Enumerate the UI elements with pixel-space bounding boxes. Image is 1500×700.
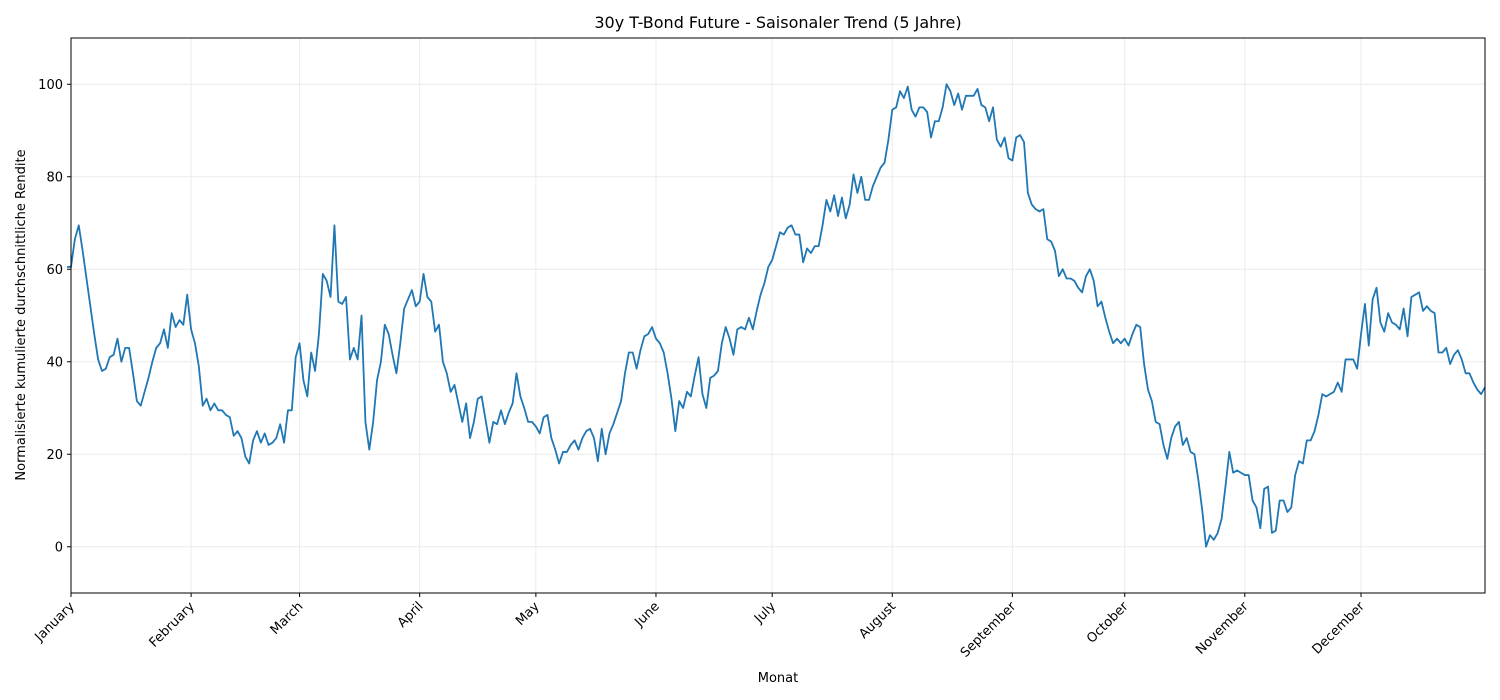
x-tick-label: May [513, 599, 543, 629]
y-tick-label: 20 [46, 448, 63, 463]
plot-frame [70, 37, 1486, 594]
x-tick-label: April [395, 599, 427, 631]
y-tick-label: 40 [46, 355, 63, 370]
plot-area [67, 83, 1486, 548]
x-tick-label: December [1310, 599, 1369, 658]
x-tick-label: February [147, 599, 199, 651]
x-tick-label: January [32, 599, 78, 645]
grid [70, 38, 1485, 593]
y-tick-label: 60 [46, 263, 63, 278]
series-line [67, 83, 1486, 548]
y-tick-label: 100 [38, 78, 63, 93]
x-tick-label: October [1084, 599, 1132, 647]
x-tick-label: August [856, 599, 899, 642]
x-tick-label: March [268, 599, 307, 638]
x-tick-label: November [1193, 599, 1252, 658]
chart-title: 30y T-Bond Future - Saisonaler Trend (5 … [594, 13, 961, 32]
y-tick-label: 0 [55, 540, 63, 555]
y-axis: 0 20 40 60 80 100 [38, 78, 71, 555]
x-axis-label: Monat [758, 671, 798, 686]
x-tick-label: July [751, 599, 779, 627]
y-tick-label: 80 [46, 170, 63, 185]
x-axis: January February March April May June July Augu… [32, 593, 1369, 661]
x-tick-label: June [631, 599, 662, 630]
y-axis-label: Normalisierte kumulierte durchschnittlic… [14, 149, 29, 480]
x-tick-label: September [958, 599, 1020, 661]
